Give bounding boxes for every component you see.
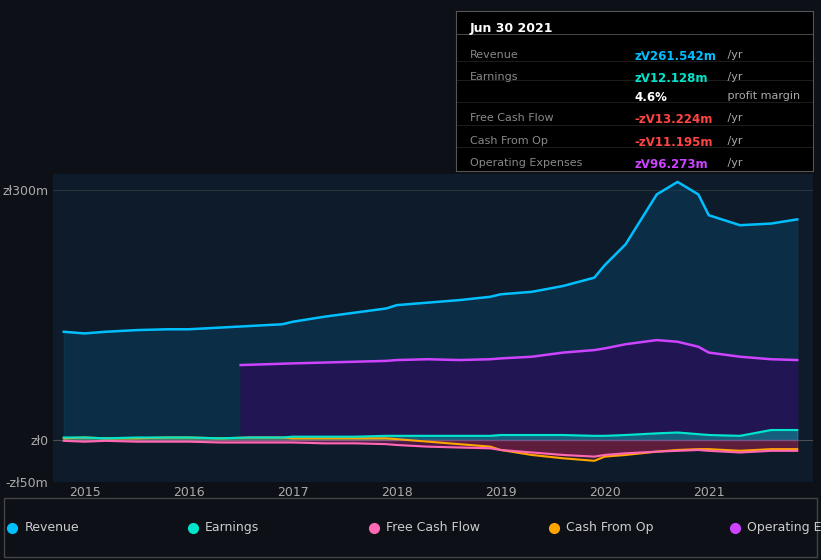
Text: Cash From Op: Cash From Op [566,521,654,534]
Text: Earnings: Earnings [205,521,259,534]
Text: Cash From Op: Cash From Op [470,136,548,146]
Text: -zᐯ13.224m: -zᐯ13.224m [635,113,713,127]
Text: Free Cash Flow: Free Cash Flow [470,113,553,123]
Text: Revenue: Revenue [470,49,519,59]
Text: /yr: /yr [723,72,742,82]
Text: 4.6%: 4.6% [635,91,667,104]
Text: Operating Expenses: Operating Expenses [470,158,582,168]
Text: profit margin: profit margin [723,91,800,101]
Text: /yr: /yr [723,136,742,146]
Text: Operating Expenses: Operating Expenses [747,521,821,534]
Text: /yr: /yr [723,113,742,123]
Text: /yr: /yr [723,158,742,168]
Text: zᐯ261.542m: zᐯ261.542m [635,49,716,63]
Text: zᐯ12.128m: zᐯ12.128m [635,72,708,85]
Text: Jun 30 2021: Jun 30 2021 [470,22,553,35]
Text: /yr: /yr [723,49,742,59]
Text: Revenue: Revenue [25,521,80,534]
Text: -zᐯ11.195m: -zᐯ11.195m [635,136,713,149]
Text: Free Cash Flow: Free Cash Flow [386,521,479,534]
Text: Earnings: Earnings [470,72,518,82]
Text: zᐯ96.273m: zᐯ96.273m [635,158,708,171]
